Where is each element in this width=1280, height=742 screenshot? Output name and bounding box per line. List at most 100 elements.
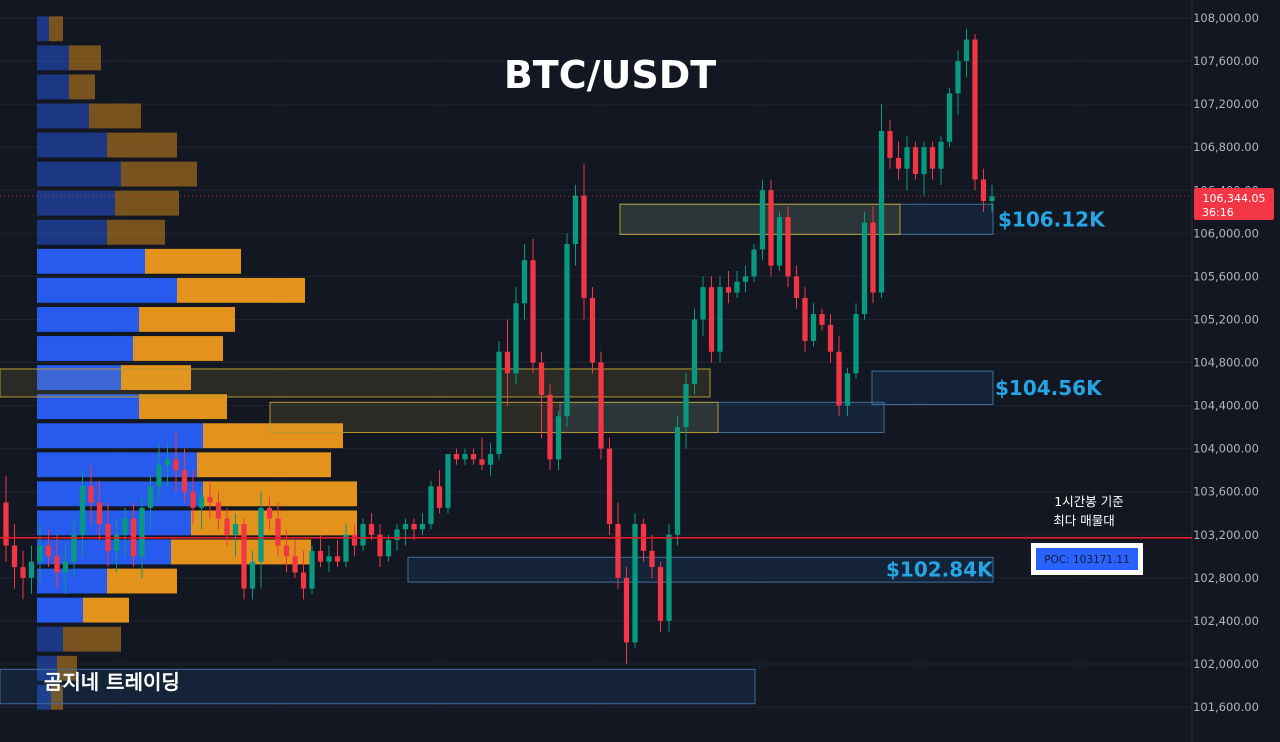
- candle-body: [62, 561, 69, 573]
- last-price-value: 106,344.05: [1203, 192, 1266, 205]
- candle-body: [139, 507, 145, 557]
- candle-body: [547, 394, 553, 460]
- candle-body: [827, 324, 834, 352]
- y-tick-label: 103,600.00: [1193, 485, 1259, 499]
- candle-body: [241, 523, 247, 589]
- candle-body: [411, 523, 417, 530]
- candle-body: [989, 196, 995, 202]
- candle-body: [309, 550, 315, 589]
- volume-bar-buy: [37, 307, 139, 332]
- candle-body: [88, 486, 94, 503]
- candle-body: [368, 523, 375, 535]
- candle-body: [853, 314, 859, 374]
- candle-body: [921, 147, 927, 175]
- candle-body: [351, 534, 358, 546]
- candle-body: [394, 529, 400, 541]
- poc-note-line-1: 1시간봉 기준: [1054, 494, 1123, 509]
- candle-body: [385, 540, 392, 557]
- candle-body: [96, 502, 103, 524]
- candle-body: [895, 157, 902, 169]
- volume-bar-sell: [203, 481, 357, 507]
- candle-body: [666, 534, 672, 621]
- candle-body: [360, 523, 366, 546]
- candle-body: [164, 459, 171, 465]
- candle-body: [844, 373, 851, 406]
- candle-body: [530, 260, 536, 363]
- y-tick-label: 107,600.00: [1193, 54, 1259, 68]
- y-tick-label: 101,600.00: [1193, 700, 1259, 714]
- candle-body: [513, 303, 519, 374]
- candle-body: [606, 448, 613, 524]
- candles: [3, 28, 995, 664]
- candle-body: [802, 297, 808, 341]
- candle-body: [496, 351, 502, 455]
- volume-bar-sell: [171, 539, 311, 565]
- volume-bar-buy: [37, 103, 89, 129]
- last-price-tag: 106,344.05 36:16: [1194, 188, 1274, 220]
- last-price-tag-bg: [1194, 188, 1274, 220]
- candle-body: [487, 454, 494, 465]
- y-tick-label: 104,800.00: [1193, 356, 1259, 370]
- candle-body: [708, 287, 715, 352]
- candle-body: [54, 556, 60, 573]
- candle-body: [691, 319, 698, 385]
- volume-bar-sell: [69, 74, 95, 100]
- zone-box: [559, 401, 885, 433]
- candle-body: [598, 362, 604, 449]
- candle-body: [955, 61, 961, 94]
- candle-body: [343, 534, 349, 562]
- candle-body: [589, 297, 596, 363]
- zone-label: $106.12K: [998, 207, 1106, 231]
- volume-bar-buy: [37, 336, 133, 361]
- candle-body: [402, 523, 409, 530]
- candle-body: [504, 351, 511, 374]
- candle-body: [249, 561, 256, 589]
- candle-body: [11, 545, 18, 568]
- candle-body: [79, 486, 86, 535]
- volume-bar-buy: [37, 132, 107, 158]
- volume-bar-sell: [121, 161, 197, 187]
- candle-body: [258, 507, 264, 562]
- poc-badge-fill: [1036, 548, 1138, 570]
- candle-body: [181, 470, 188, 492]
- volume-bar-sell: [203, 423, 343, 449]
- volume-bar-sell: [57, 655, 77, 681]
- candle-body: [751, 249, 757, 277]
- volume-bar-buy: [37, 161, 121, 187]
- candle-body: [113, 534, 120, 551]
- volume-bar-buy: [37, 45, 69, 71]
- candle-body: [470, 454, 477, 460]
- candle-body: [819, 314, 825, 325]
- candle-body: [793, 276, 800, 298]
- candle-body: [725, 287, 732, 293]
- candle-body: [657, 567, 664, 621]
- candle-body: [538, 362, 545, 395]
- price-axis[interactable]: 108,000.00 107,600.00 107,200.00 106,800.00…: [1193, 11, 1259, 714]
- candle-body: [462, 454, 468, 460]
- candle-body: [674, 427, 681, 535]
- candle-body: [334, 556, 341, 562]
- candle-body: [45, 545, 52, 557]
- candle-body: [878, 131, 885, 293]
- candle-body: [207, 497, 213, 503]
- volume-bar-sell: [107, 132, 177, 158]
- candle-body: [776, 217, 783, 266]
- candle-body: [929, 147, 936, 169]
- zone-box: [269, 401, 719, 433]
- volume-bar-sell: [107, 219, 165, 245]
- candle-body: [147, 486, 154, 508]
- candle-body: [623, 577, 630, 643]
- candle-body: [20, 567, 26, 578]
- volume-bar-buy: [37, 597, 83, 623]
- watermark-brand: 곰지네 트레이딩: [44, 670, 180, 694]
- candle-body: [946, 93, 953, 142]
- volume-bar-sell: [139, 307, 235, 332]
- candle-body: [71, 534, 77, 562]
- volume-bar-sell: [139, 394, 227, 420]
- volume-bar-sell: [177, 277, 305, 303]
- candle-body: [300, 572, 307, 589]
- y-tick-label: 104,000.00: [1193, 442, 1259, 456]
- poc-note-line-2: 최다 매물대: [1053, 513, 1114, 528]
